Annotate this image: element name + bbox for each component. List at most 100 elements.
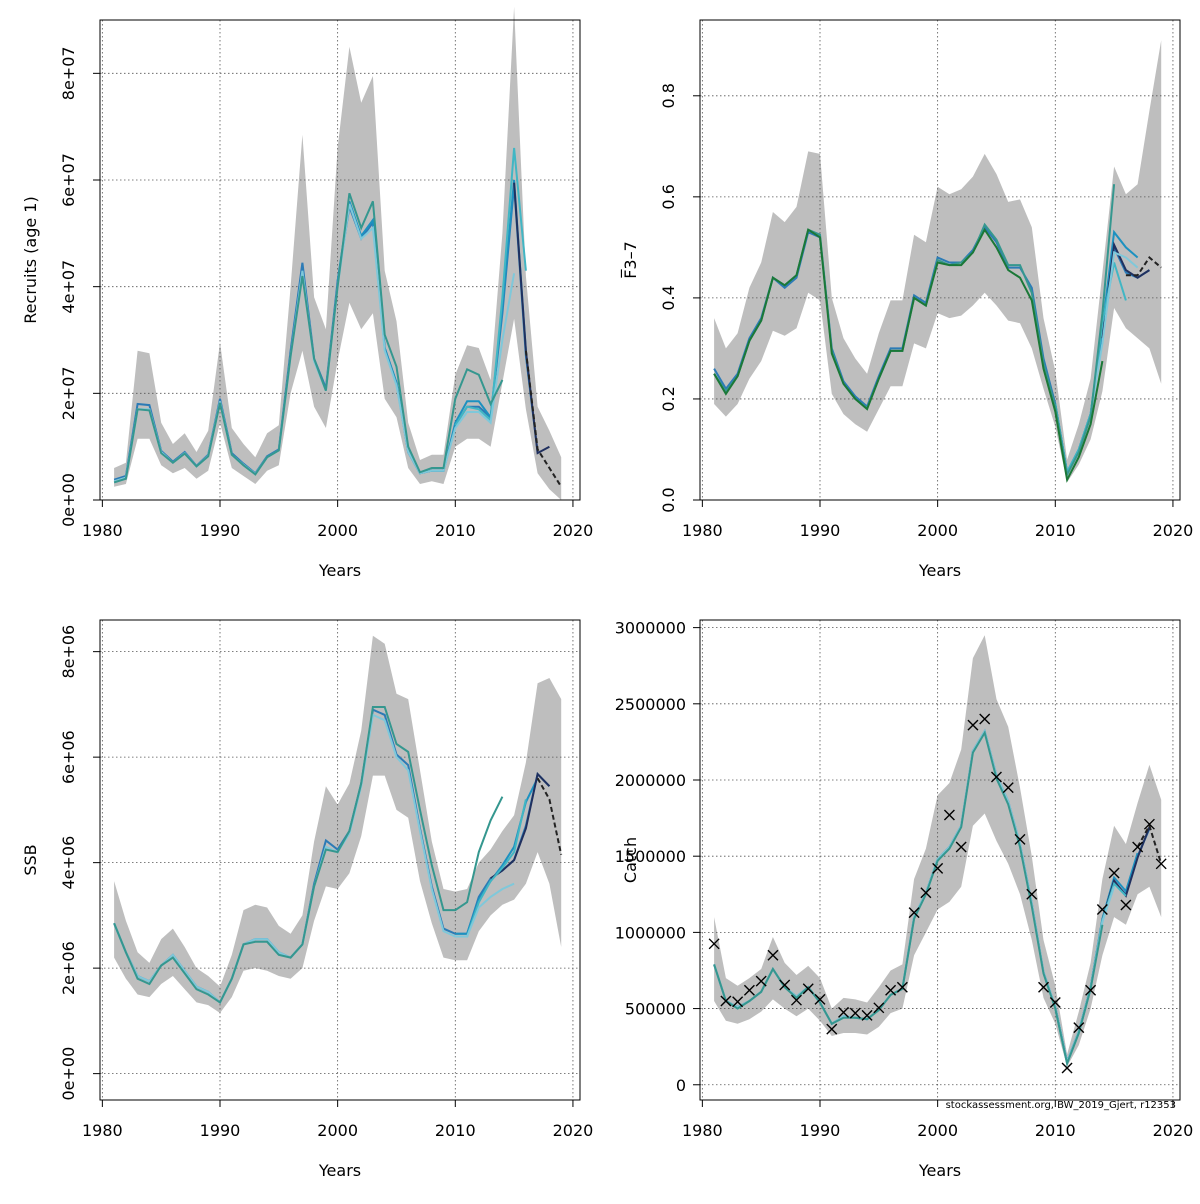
- observed-point: [1108, 867, 1120, 879]
- y-tick-label: 0: [676, 1076, 686, 1095]
- observed-point: [838, 1006, 850, 1018]
- y-tick-label: 0.0: [659, 487, 678, 512]
- x-axis-title: Years: [318, 1161, 361, 1180]
- observed-point: [1132, 841, 1144, 853]
- y-axis-title: Recruits (age 1): [21, 196, 40, 323]
- observed-point: [885, 984, 897, 996]
- y-tick-label: 4e+06: [59, 836, 78, 890]
- observed-point: [767, 949, 779, 961]
- x-tick-label: 1990: [800, 1121, 841, 1140]
- y-tick-label: 1000000: [615, 923, 686, 942]
- x-tick-label: 2000: [317, 1121, 358, 1140]
- y-tick-label: 3000000: [615, 619, 686, 638]
- panel-ssb: 1980 1990 2000 2010 2020 0e+00 2e+06 4e+06 6e+06…: [21, 619, 594, 1180]
- x-tick-label: 2000: [317, 521, 358, 540]
- observed-point: [861, 1009, 873, 1021]
- observed-point: [873, 1002, 885, 1014]
- y-tick-label: 8e+06: [59, 625, 78, 679]
- x-tick-label: 2000: [917, 521, 958, 540]
- observed-point: [990, 771, 1002, 783]
- observed-point: [1014, 833, 1026, 845]
- y-tick-label: 2e+07: [59, 366, 78, 420]
- observed-point: [979, 713, 991, 725]
- y-tick-label: 6e+07: [59, 153, 78, 207]
- observed-point: [955, 841, 967, 853]
- series-line-8: [1125, 256, 1162, 277]
- x-tick-label: 2000: [917, 1121, 958, 1140]
- observed-point: [1120, 899, 1132, 911]
- observed-point: [814, 993, 826, 1005]
- observed-point: [896, 981, 908, 993]
- observed-point: [1026, 888, 1038, 900]
- y-tick-label: 0e+00: [59, 1047, 78, 1101]
- x-tick-label: 1980: [682, 521, 723, 540]
- panel-catch: 1980 1990 2000 2010 2020 0 500000 1000000 150000…: [615, 619, 1194, 1180]
- x-tick-label: 2010: [435, 1121, 476, 1140]
- observed-point: [826, 1023, 838, 1035]
- observed-point: [1143, 818, 1155, 830]
- observed-point: [1061, 1062, 1073, 1074]
- y-axis-title: F̅3–7: [621, 241, 640, 279]
- observed-point: [932, 862, 944, 874]
- observed-point: [790, 994, 802, 1006]
- observed-point: [1049, 996, 1061, 1008]
- observed-point: [1038, 981, 1050, 993]
- plot-frame: [99, 619, 581, 1101]
- observed-point: [1073, 1022, 1085, 1034]
- observed-point: [1155, 858, 1167, 870]
- observed-point: [967, 719, 979, 731]
- x-tick-label: 1990: [800, 521, 841, 540]
- x-tick-label: 1980: [82, 1121, 123, 1140]
- footer-note: stockassessment.org, BW_2019_Gjert, r123…: [946, 1100, 1176, 1111]
- observed-point: [1002, 782, 1014, 794]
- y-tick-label: 0.8: [659, 83, 678, 108]
- plot-frame: [699, 19, 1181, 501]
- x-tick-label: 1980: [82, 521, 123, 540]
- plot-frame: [99, 19, 581, 501]
- series-line-7: [536, 777, 563, 855]
- y-tick-label: 2000000: [615, 771, 686, 790]
- y-tick-label: 4e+07: [59, 260, 78, 314]
- series-line-7: [1136, 823, 1163, 865]
- series-line-3: [490, 771, 551, 880]
- x-tick-label: 2020: [1153, 1121, 1194, 1140]
- observed-point: [1096, 904, 1108, 916]
- y-tick-label: 0.6: [659, 184, 678, 209]
- observed-point: [779, 979, 791, 991]
- series-line-5: [1089, 250, 1139, 415]
- y-tick-label: 2500000: [615, 695, 686, 714]
- observed-point: [908, 907, 920, 919]
- y-axis-title: Catch: [621, 837, 640, 883]
- x-tick-label: 1990: [200, 521, 241, 540]
- panel-recruits: 1980 1990 2000 2010 2020 0e+00 2e+07 4e+07 6e+07…: [21, 6, 594, 580]
- x-axis-title: Years: [918, 561, 961, 580]
- x-axis-title: Years: [318, 561, 361, 580]
- y-tick-label: 1500000: [615, 847, 686, 866]
- observed-point: [720, 995, 732, 1007]
- x-tick-label: 1990: [200, 1121, 241, 1140]
- y-tick-label: 6e+06: [59, 730, 78, 784]
- x-tick-label: 2020: [553, 521, 594, 540]
- observed-point: [732, 996, 744, 1008]
- x-axis-title: Years: [918, 1161, 961, 1180]
- series-line-6: [113, 706, 504, 1004]
- plot-frame: [699, 619, 1181, 1101]
- x-tick-label: 1980: [682, 1121, 723, 1140]
- x-tick-label: 2010: [1035, 521, 1076, 540]
- series-line-7: [524, 350, 563, 488]
- observed-point: [849, 1007, 861, 1019]
- series-line-6: [113, 192, 504, 484]
- series-line-7: [713, 227, 1104, 483]
- y-tick-label: 0e+00: [59, 473, 78, 527]
- y-tick-label: 0.4: [659, 285, 678, 310]
- x-tick-label: 2010: [435, 521, 476, 540]
- observed-point: [743, 984, 755, 996]
- observed-point: [943, 809, 955, 821]
- x-tick-label: 2020: [553, 1121, 594, 1140]
- y-tick-label: 500000: [625, 1000, 686, 1019]
- observed-point: [920, 887, 932, 899]
- panel-fbar: 1980 1990 2000 2010 2020 0.0 0.2 0.4 0.6 0.8 Years…: [621, 19, 1193, 580]
- y-tick-label: 0.2: [659, 386, 678, 411]
- series-line-6: [713, 730, 1104, 1067]
